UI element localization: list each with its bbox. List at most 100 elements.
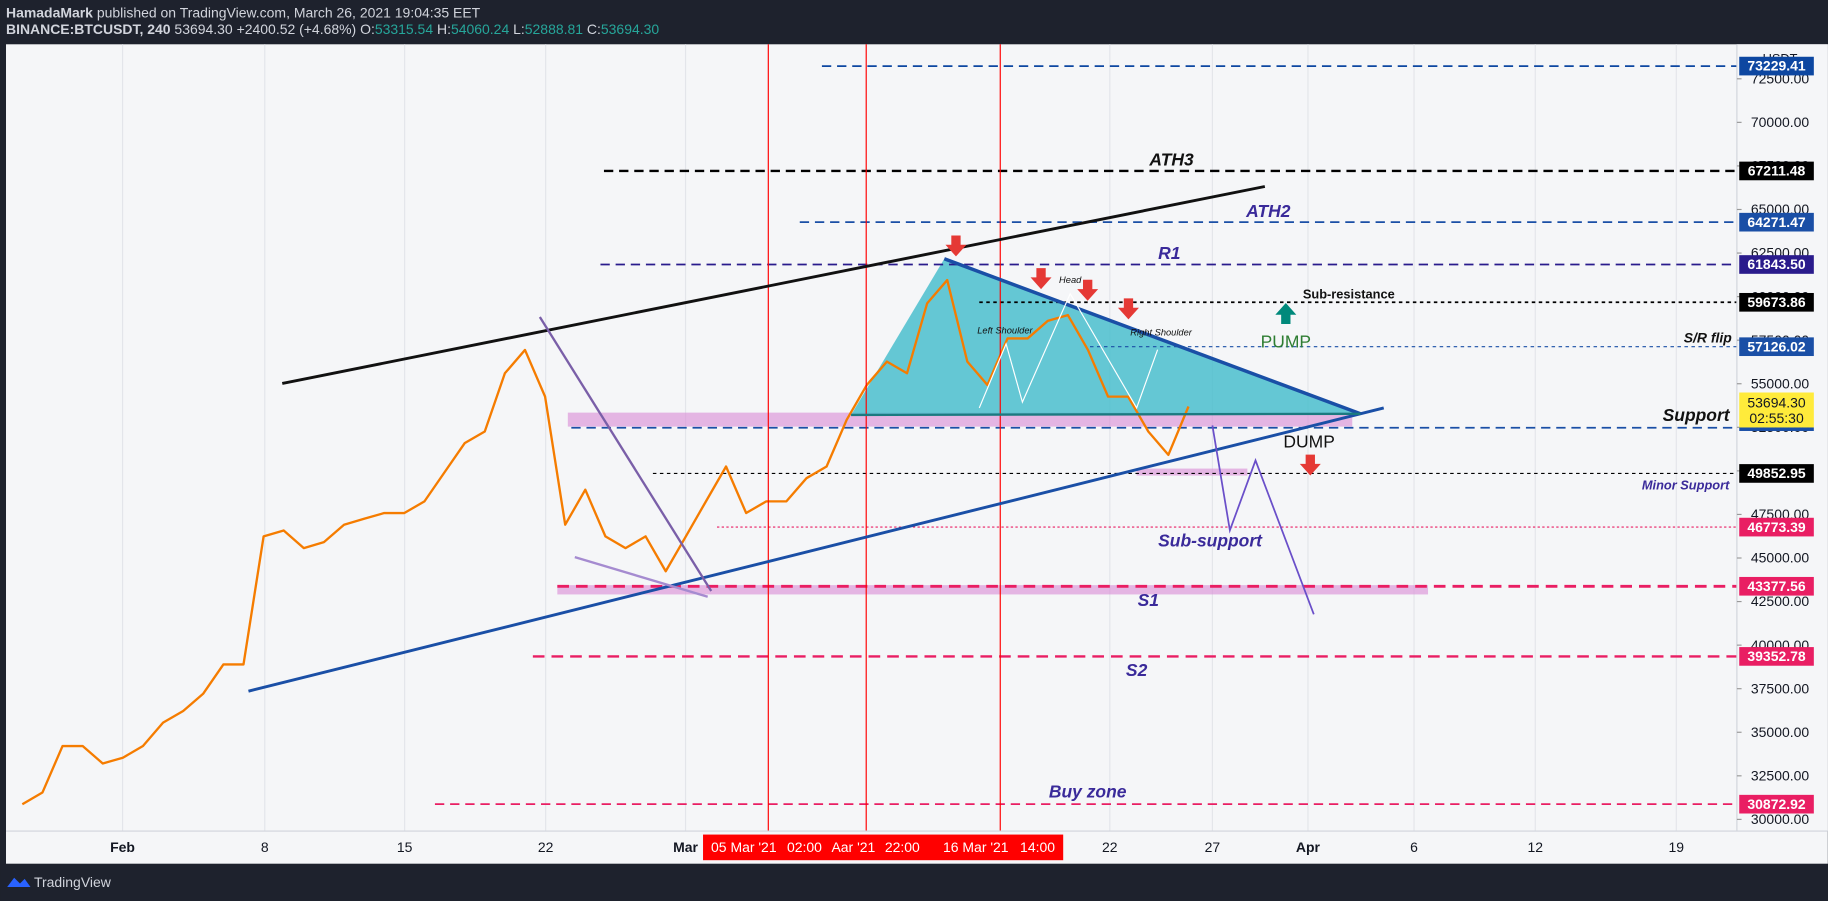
y-tick-label: 45000.00 bbox=[1751, 550, 1809, 566]
level-label: 73229.41 bbox=[1747, 58, 1805, 74]
level-label-bg bbox=[1739, 464, 1814, 483]
x-tick-label: Feb bbox=[110, 839, 135, 855]
current-price-bg bbox=[1739, 392, 1814, 428]
annotation: S1 bbox=[1138, 590, 1159, 610]
annotation: Right Shoulder bbox=[1130, 328, 1193, 338]
header-line-2: BINANCE:BTCUSDT, 240 53694.30 +2400.52 (… bbox=[6, 21, 659, 37]
annotation: Sub-resistance bbox=[1303, 286, 1395, 301]
last: 53694.30 bbox=[174, 21, 232, 37]
x-tick-label: 6 bbox=[1410, 839, 1418, 855]
level-label-bg bbox=[1739, 255, 1814, 274]
head-shoulders bbox=[978, 292, 1159, 410]
level-label: 30872.92 bbox=[1747, 796, 1805, 812]
level-label-bg bbox=[1739, 212, 1814, 232]
published: published on TradingView.com, March 26, … bbox=[97, 4, 481, 20]
annotation: Head bbox=[1059, 275, 1082, 285]
low: 52888.81 bbox=[525, 21, 583, 37]
y-tick-label: 70000.00 bbox=[1751, 114, 1809, 130]
zone bbox=[567, 412, 1353, 427]
zone bbox=[557, 585, 1429, 595]
x-tick-label: 12 bbox=[1527, 839, 1543, 855]
arrow-down bbox=[1077, 279, 1099, 301]
x-tick-label: 19 bbox=[1669, 839, 1685, 855]
open-label: O: bbox=[360, 21, 375, 37]
arrow-up bbox=[1275, 303, 1297, 325]
y-tick-label: 37500.00 bbox=[1751, 680, 1809, 696]
trendline bbox=[851, 412, 1361, 417]
level-label: 46773.39 bbox=[1747, 519, 1805, 535]
level-label: 64271.47 bbox=[1747, 214, 1805, 230]
annotation: Support bbox=[1663, 405, 1731, 425]
close: 53694.30 bbox=[601, 21, 659, 37]
arrow-down bbox=[1117, 298, 1139, 320]
x-tick-label: 22 bbox=[1102, 839, 1118, 855]
current-price-stripe bbox=[1739, 427, 1814, 431]
level-label-bg bbox=[1739, 576, 1814, 596]
level-label: 43377.56 bbox=[1747, 578, 1805, 594]
author: HamadaMark bbox=[6, 4, 93, 20]
level-label: 57126.02 bbox=[1747, 338, 1805, 354]
level-label-bg bbox=[1739, 161, 1814, 181]
level-label-bg bbox=[1739, 517, 1814, 537]
level-label-bg bbox=[1739, 794, 1814, 814]
time-marker-label: Aar '21 bbox=[831, 839, 875, 855]
x-tick-label: 15 bbox=[397, 839, 413, 855]
level-label: 49852.95 bbox=[1747, 465, 1805, 481]
arrow-down bbox=[1030, 268, 1052, 290]
x-tick-label: Apr bbox=[1296, 839, 1321, 855]
x-tick-label: Mar bbox=[673, 839, 698, 855]
level-label: 61843.50 bbox=[1747, 256, 1805, 272]
annotation: PUMP bbox=[1261, 331, 1311, 351]
annotation: ATH3 bbox=[1148, 150, 1194, 170]
level-label-bg bbox=[1739, 56, 1814, 76]
x-tick-label: 27 bbox=[1205, 839, 1221, 855]
grid bbox=[121, 44, 1677, 832]
y-tick-label: 55000.00 bbox=[1751, 375, 1809, 391]
level-label-bg bbox=[1739, 292, 1814, 312]
annotation: ATH2 bbox=[1245, 201, 1291, 221]
chart-panel bbox=[6, 44, 1828, 864]
wedge-line bbox=[574, 556, 709, 598]
brand: TradingView bbox=[34, 874, 112, 890]
level-label: 67211.48 bbox=[1748, 163, 1806, 179]
levels bbox=[434, 65, 1737, 806]
annotation: Sub-support bbox=[1158, 531, 1263, 551]
change: +2400.52 (+4.68%) bbox=[237, 21, 357, 37]
trendline bbox=[248, 406, 1385, 693]
close-label: C: bbox=[587, 21, 601, 37]
price-line bbox=[21, 278, 1190, 806]
annotation: S/R flip bbox=[1684, 330, 1733, 346]
y-tick-label: 42500.00 bbox=[1751, 593, 1809, 609]
time-marker-labels bbox=[703, 834, 1064, 861]
logo bbox=[7, 877, 31, 888]
time-marker-label: 14:00 bbox=[1020, 839, 1055, 855]
countdown: 02:55:30 bbox=[1749, 410, 1804, 426]
x-tick-label: 8 bbox=[261, 839, 269, 855]
current-price-label: 53694.30 bbox=[1747, 395, 1805, 411]
high-label: H: bbox=[437, 21, 451, 37]
time-marker-label: 22:00 bbox=[885, 839, 920, 855]
arrow-down bbox=[1299, 454, 1321, 476]
level-label-bg bbox=[1739, 337, 1814, 357]
price bbox=[21, 278, 1190, 806]
y-tick-label: 30000.00 bbox=[1751, 811, 1809, 827]
high: 54060.24 bbox=[451, 21, 509, 37]
symbol: BINANCE:BTCUSDT, 240 bbox=[6, 21, 171, 37]
header-line-1: HamadaMark published on TradingView.com,… bbox=[6, 4, 481, 20]
annotation: DUMP bbox=[1283, 432, 1334, 452]
level-label-bg bbox=[1739, 647, 1814, 666]
axes: Feb 8 15 22 Mar 22 27 Apr 6 12 19 30000.00 32500.00 3… bbox=[110, 56, 1814, 855]
arrow-down bbox=[945, 235, 967, 257]
level-label: 39352.78 bbox=[1747, 648, 1805, 664]
arrows bbox=[945, 235, 1321, 476]
low-label: L: bbox=[513, 21, 525, 37]
time-marker-label: 05 Mar '21 bbox=[711, 839, 777, 855]
annotation: Left Shoulder bbox=[977, 325, 1033, 335]
time-marker-label: 02:00 bbox=[787, 839, 822, 855]
y-tick-label: 35000.00 bbox=[1751, 724, 1809, 740]
open: 53315.54 bbox=[375, 21, 433, 37]
trendline bbox=[281, 185, 1266, 385]
y-tick-label: 32500.00 bbox=[1751, 767, 1809, 783]
annotation: S2 bbox=[1126, 660, 1148, 680]
